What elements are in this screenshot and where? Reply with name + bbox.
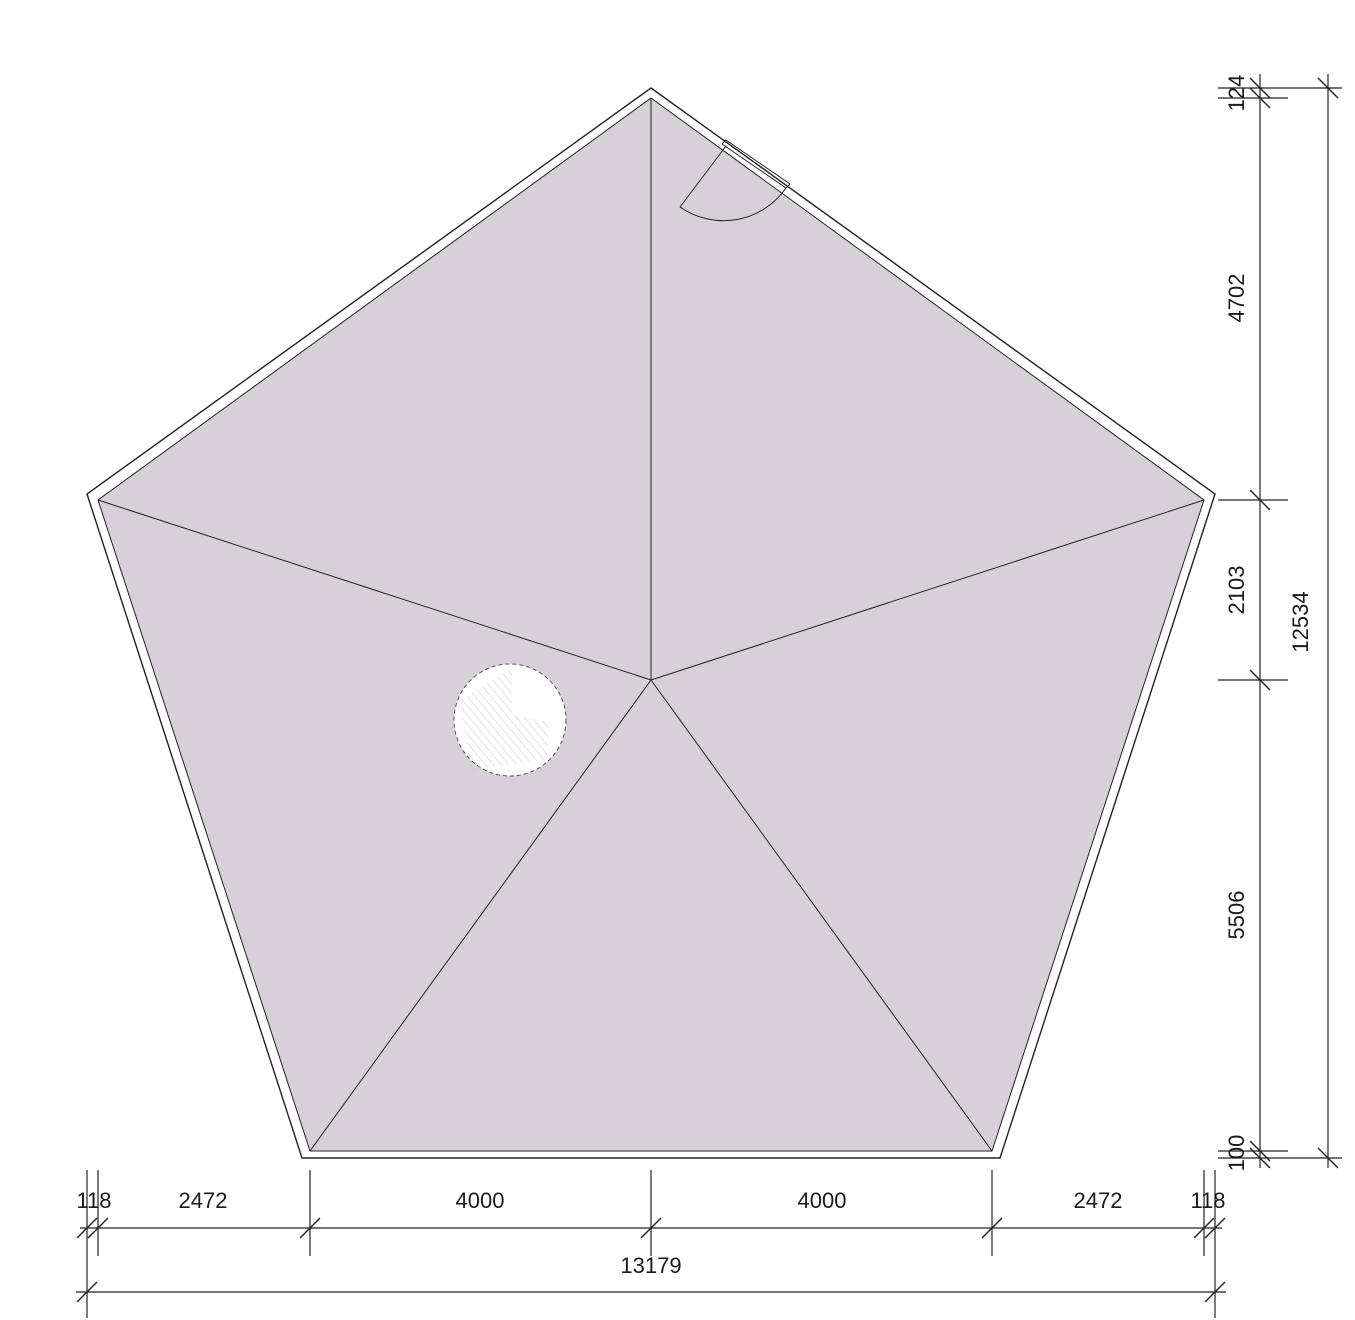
dim-right-overall: 12534 <box>1288 591 1313 652</box>
bottom-tick <box>1204 1217 1226 1239</box>
right-tick <box>1249 669 1271 691</box>
right-tick <box>1249 1147 1271 1169</box>
outer-wall-outline <box>86 87 1216 1159</box>
bottom-tick <box>1193 1217 1215 1239</box>
dim-bottom-overall: 13179 <box>620 1253 681 1278</box>
ridge-lines <box>97 98 1205 1152</box>
bottom-tick <box>640 1217 662 1239</box>
bottom-dimension-chain: 118 2472 4000 4000 2472 118 13179 <box>76 1170 1226 1318</box>
right-dimension-chain: 124 4702 2103 5506 100 12534 <box>1218 74 1342 1171</box>
dim-right-100: 100 <box>1224 1135 1249 1172</box>
bottom-tick <box>87 1217 109 1239</box>
ridge-line-bottom-left <box>309 679 652 1152</box>
bottom-overall-tick <box>1204 1281 1226 1303</box>
right-overall-tick <box>1317 77 1339 99</box>
dim-right-4702: 4702 <box>1224 274 1249 323</box>
bottom-tick <box>299 1217 321 1239</box>
bottom-tick <box>981 1217 1003 1239</box>
dim-right-124: 124 <box>1224 75 1249 112</box>
dim-bottom-2472-right: 2472 <box>1074 1188 1123 1213</box>
dim-bottom-4000-right: 4000 <box>798 1188 847 1213</box>
dim-bottom-2472-left: 2472 <box>179 1188 228 1213</box>
door-symbol <box>679 139 791 222</box>
right-tick <box>1249 87 1271 109</box>
dim-bottom-4000-left: 4000 <box>456 1188 505 1213</box>
ridge-line-left <box>97 499 652 681</box>
right-tick <box>1249 1140 1271 1162</box>
bottom-tick <box>76 1217 98 1239</box>
ridge-line-right <box>650 499 1205 681</box>
right-overall-tick <box>1317 1147 1339 1169</box>
right-tick <box>1249 77 1271 99</box>
dim-right-2103: 2103 <box>1224 566 1249 615</box>
right-tick <box>1249 489 1271 511</box>
ridge-line-bottom-right <box>650 679 993 1152</box>
bottom-overall-tick <box>76 1281 98 1303</box>
circular-opening <box>453 663 567 777</box>
dim-right-5506: 5506 <box>1224 891 1249 940</box>
dim-bottom-118-left: 118 <box>76 1188 111 1213</box>
dim-bottom-118-right: 118 <box>1190 1188 1225 1213</box>
